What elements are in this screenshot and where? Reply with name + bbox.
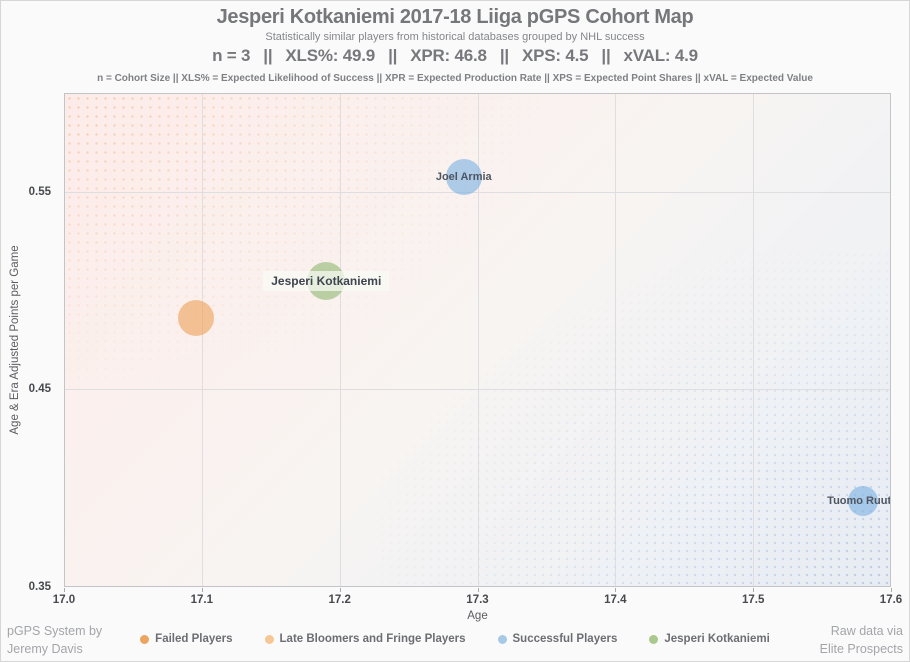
data-point-tuomo-ruutu	[847, 486, 878, 517]
x-axis-title: Age	[467, 610, 488, 622]
stats-separator: ||	[601, 46, 611, 65]
data-point-unlabeled	[177, 300, 214, 337]
gridline-vertical	[202, 94, 204, 586]
gridline-vertical	[752, 94, 754, 586]
credit-left: pGPS System by Jeremy Davis	[7, 622, 102, 658]
plot-area: Joel Armia Jesperi Kotkaniemi Tuomo Ruutu	[64, 93, 891, 587]
legend-label: Failed Players	[155, 633, 233, 645]
successful-legend-dot-icon	[497, 634, 507, 644]
stats-definitions: n = Cohort Size || XLS% = Expected Likel…	[97, 73, 813, 84]
legend-item-successful-players: Successful Players	[497, 633, 618, 645]
x-tick-mark	[891, 588, 892, 592]
legend-item-late-bloomers-and-fringe-players: Late Bloomers and Fringe Players	[264, 633, 466, 645]
x-tick-label: 17.5	[741, 594, 765, 606]
y-tick-label: 0.35	[28, 581, 51, 593]
credit-left-line2: Jeremy Davis	[7, 642, 83, 656]
stat-xpr: XPR: 46.8	[410, 46, 487, 65]
x-tick-label: 17.1	[190, 594, 214, 606]
halftone-texture-topleft	[65, 94, 544, 390]
halftone-texture-bottomright	[378, 251, 890, 586]
x-tick-mark	[615, 588, 617, 592]
x-tick-label: 17.6	[879, 594, 903, 606]
x-tick-label: 17.0	[52, 594, 76, 606]
stats-separator: ||	[499, 46, 509, 65]
legend-label: Late Bloomers and Fringe Players	[279, 633, 466, 645]
point-label-jesperi-kotkaniemi: Jesperi Kotkaniemi	[263, 270, 390, 291]
stat-xval: xVAL: 4.9	[623, 46, 699, 65]
stats-line: n = 3 || XLS%: 49.9 || XPR: 46.8 || XPS: 4.5 ||…	[1, 46, 909, 66]
y-tick-label: 0.55	[28, 185, 51, 198]
failed-legend-dot-icon	[140, 634, 150, 644]
gridline-vertical	[614, 94, 616, 586]
credit-left-line1: pGPS System by	[7, 624, 103, 638]
x-tick-label: 17.2	[328, 594, 351, 606]
gridline-horizontal	[65, 192, 890, 194]
credit-right-line2: Elite Prospects	[819, 642, 903, 656]
stat-n: n = 3	[212, 46, 251, 65]
stats-separator: ||	[263, 46, 273, 65]
gridline-vertical	[477, 94, 479, 586]
x-tick-mark	[64, 588, 65, 592]
legend-item-failed-players: Failed Players	[140, 633, 233, 645]
chart-title: Jesperi Kotkaniemi 2017-18 Liiga pGPS Co…	[216, 6, 694, 28]
x-tick-mark	[339, 588, 341, 592]
stat-xps: XPS: 4.5	[521, 46, 589, 65]
gridline-horizontal	[65, 389, 890, 391]
gridline-vertical	[339, 94, 341, 586]
stat-xls: XLS%: 49.9	[285, 46, 376, 65]
x-tick-mark	[753, 588, 755, 592]
legend-label: Jesperi Kotkaniemi	[664, 633, 770, 645]
x-tick-label: 17.4	[604, 594, 627, 606]
x-axis: Age 17.0 17.1 17.2 17.3 17.4 17.5 17.6	[53, 588, 902, 622]
point-label-tuomo-ruutu: Tuomo Ruutu	[827, 495, 891, 508]
kotkaniemi-legend-dot-icon	[649, 634, 659, 644]
point-label-joel-armia: Joel Armia	[435, 170, 492, 183]
y-tick-label: 0.45	[28, 383, 51, 396]
y-axis-title: Age & Era Adjusted Points per Game	[9, 245, 21, 435]
late-bloomers-legend-dot-icon	[264, 634, 274, 644]
credit-right-line1: Raw data via	[830, 624, 903, 638]
x-tick-label: 17.3	[466, 594, 489, 606]
chart-subtitle: Statistically similar players from histo…	[265, 31, 645, 43]
stats-separator: ||	[388, 46, 398, 65]
x-tick-mark	[201, 588, 203, 592]
legend-item-jesperi-kotkaniemi: Jesperi Kotkaniemi	[649, 633, 770, 645]
legend-label: Successful Players	[512, 633, 618, 645]
y-axis: 0.35 0.45 0.55	[1, 93, 57, 593]
credit-right: Raw data via Elite Prospects	[820, 622, 903, 658]
data-point-joel-armia	[445, 158, 482, 195]
x-tick-mark	[477, 588, 479, 592]
legend: Failed Players Late Bloomers and Fringe P…	[1, 633, 909, 645]
